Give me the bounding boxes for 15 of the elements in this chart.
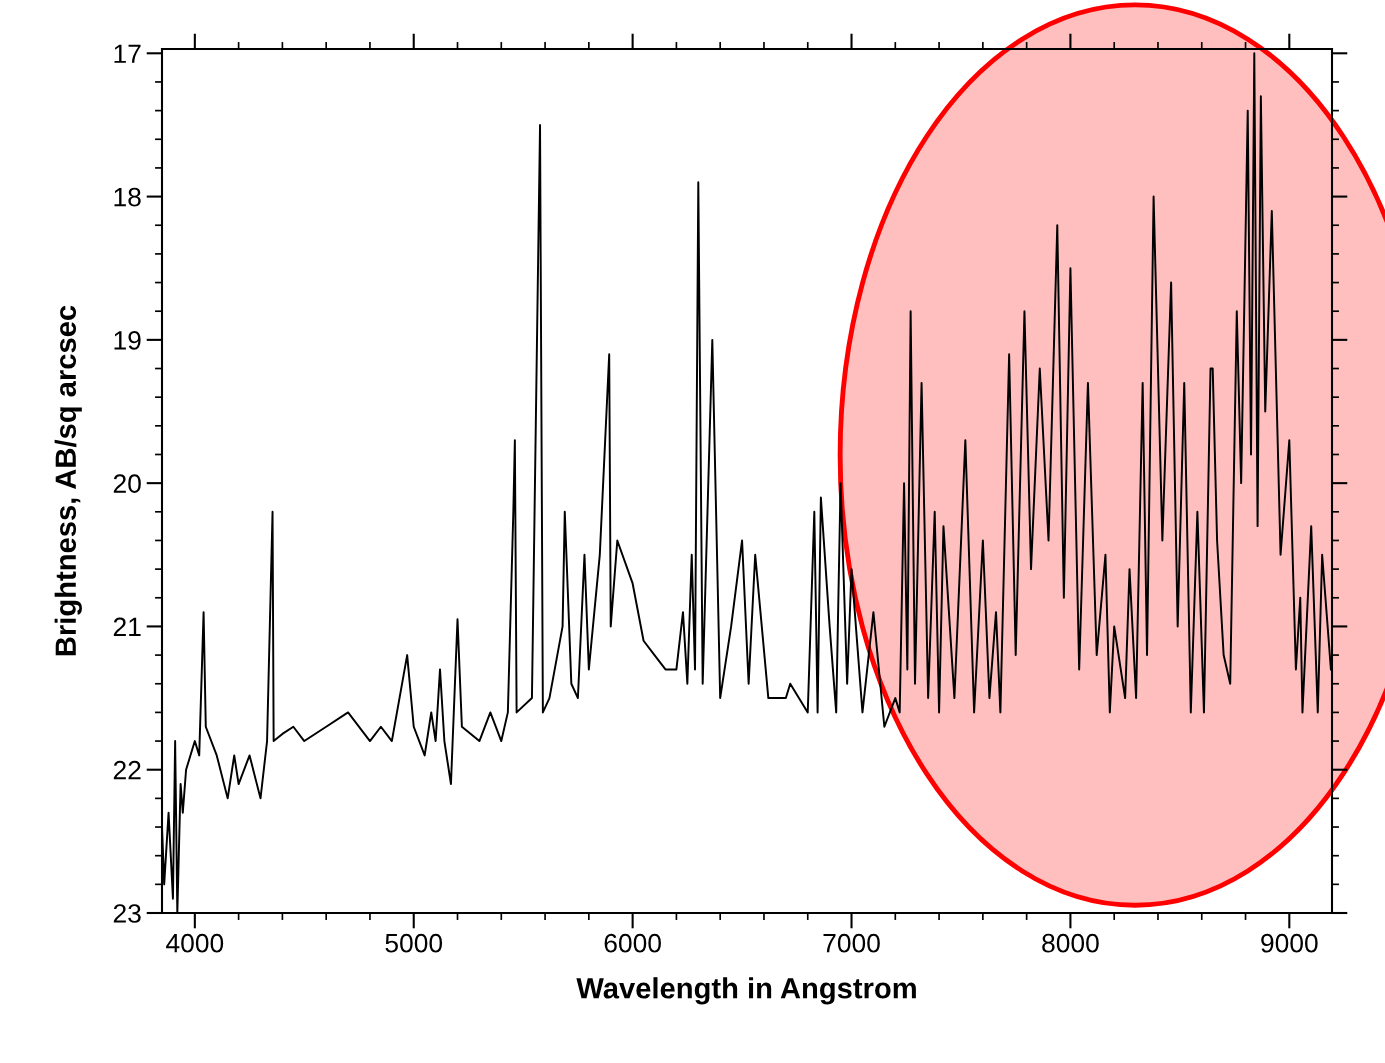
- y-tick-label: 23: [113, 904, 141, 923]
- x-tick-label: 5000: [385, 933, 443, 953]
- x-tick-label: 9000: [1261, 933, 1318, 953]
- x-tick-label: 7000: [823, 933, 880, 953]
- x-axis-title: Wavelength in Angstrom: [576, 977, 916, 1005]
- y-tick-label: 19: [114, 331, 141, 350]
- y-tick-label: 18: [114, 187, 141, 207]
- x-tick-label: 8000: [1042, 933, 1099, 953]
- x-tick-label: 6000: [604, 933, 661, 953]
- x-tick-label: 4000: [166, 933, 224, 953]
- y-axis-title: Brightness, AB/sq arcsec: [54, 305, 82, 656]
- y-tick-label: 20: [113, 474, 141, 493]
- y-tick-label: 22: [113, 760, 141, 780]
- y-tick-label: 21: [113, 617, 141, 636]
- y-tick-label: 17: [114, 44, 141, 63]
